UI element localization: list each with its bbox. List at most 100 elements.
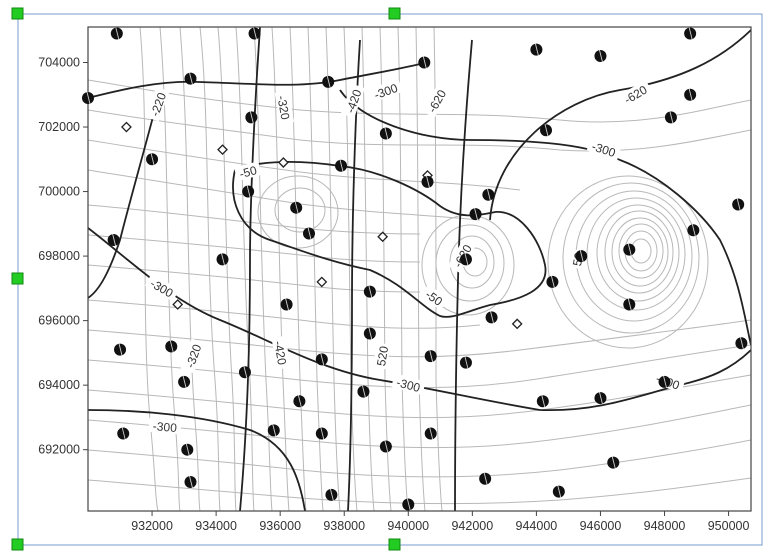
- y-tick-label: 692000: [38, 443, 80, 457]
- well-marker: [735, 337, 748, 350]
- well-marker: [664, 111, 677, 124]
- well-notch: [426, 175, 430, 188]
- contour-label-group: 520: [372, 342, 391, 370]
- well-marker: [379, 127, 392, 140]
- contour-label: -300: [152, 419, 177, 435]
- well-dot: [735, 337, 748, 350]
- well-marker: [575, 249, 588, 263]
- well-dot: [178, 375, 191, 388]
- well-dot: [248, 27, 261, 40]
- x-tick-label: 934000: [195, 519, 237, 533]
- well-markers: [82, 27, 748, 511]
- x-tick-label: 932000: [131, 519, 173, 533]
- well-dot: [322, 75, 335, 88]
- well-marker: [623, 298, 636, 311]
- well-dot: [363, 285, 376, 298]
- well-marker: [146, 153, 159, 166]
- well-notch: [557, 485, 562, 498]
- contour-label-backdrop: [144, 273, 180, 302]
- contour-label-group: -50: [234, 161, 262, 182]
- x-tick-label: 940000: [387, 519, 429, 533]
- contour-label-backdrop: [234, 161, 262, 182]
- well-dot: [165, 340, 178, 353]
- well-notch: [121, 427, 126, 440]
- x-tick-label: 946000: [580, 519, 622, 533]
- well-dot: [315, 427, 328, 440]
- selection-frame[interactable]: [11, 7, 763, 551]
- well-dot: [216, 253, 229, 266]
- resize-handle-middle-left[interactable]: [11, 272, 24, 285]
- y-axis: 692000 694000 696000 698000 700000 702000 7040…: [38, 55, 88, 457]
- well-marker: [107, 233, 120, 247]
- contour-label-group: -320: [274, 90, 295, 125]
- well-notch: [429, 427, 434, 440]
- well-dot: [315, 353, 328, 366]
- resize-handle-top-left[interactable]: [11, 7, 24, 20]
- well-notch: [326, 75, 331, 88]
- well-dot: [684, 27, 697, 40]
- diamond-marker: [217, 144, 228, 156]
- contour-label-backdrop: [368, 78, 403, 103]
- well-dot: [546, 275, 559, 288]
- well-dot: [459, 253, 472, 266]
- well-notch: [320, 353, 325, 366]
- well-dot: [184, 72, 197, 85]
- well-marker: [459, 356, 472, 369]
- well-notch: [550, 275, 555, 289]
- well-notch: [422, 56, 427, 69]
- well-notch: [611, 456, 616, 469]
- well-marker: [363, 327, 376, 340]
- well-notch: [736, 198, 741, 211]
- well-notch: [307, 227, 312, 240]
- plot-border: [87, 26, 752, 512]
- well-marker: [303, 227, 315, 240]
- well-marker: [658, 375, 671, 389]
- well-notch: [246, 185, 251, 198]
- well-notch: [384, 440, 389, 453]
- well-notch: [688, 27, 693, 40]
- well-marker: [114, 343, 127, 356]
- well-notch: [483, 472, 488, 485]
- well-notch: [150, 153, 155, 166]
- well-marker: [469, 208, 482, 221]
- well-notch: [490, 311, 495, 324]
- well-dot: [325, 488, 338, 501]
- diamond-marker: [277, 157, 289, 168]
- well-marker: [421, 175, 434, 188]
- y-tick-label: 700000: [38, 185, 80, 199]
- well-marker: [594, 49, 607, 63]
- well-notch: [272, 424, 277, 437]
- well-marker: [552, 485, 565, 498]
- well-dot: [687, 224, 700, 237]
- well-dot: [424, 427, 437, 440]
- contour-label-backdrop: [274, 90, 295, 125]
- well-notch: [368, 285, 373, 298]
- well-dot: [485, 311, 498, 324]
- well-notch: [486, 188, 491, 201]
- well-dot: [82, 91, 94, 104]
- resize-handle-bottom-left[interactable]: [11, 538, 24, 551]
- well-dot: [664, 111, 677, 124]
- well-marker: [110, 27, 123, 40]
- well-marker: [322, 75, 335, 88]
- well-marker: [335, 159, 348, 172]
- plot-area: [88, 27, 751, 511]
- well-marker: [184, 475, 197, 489]
- resize-handle-bottom-center[interactable]: [388, 538, 401, 551]
- x-tick-label: 938000: [323, 519, 365, 533]
- well-notch: [185, 443, 190, 456]
- well-marker: [267, 424, 280, 437]
- well-marker: [363, 285, 376, 298]
- well-notch: [169, 340, 174, 353]
- resize-handle-top-center[interactable]: [388, 7, 401, 20]
- contour-label: -420: [271, 340, 289, 366]
- well-notch: [464, 356, 469, 369]
- well-marker: [402, 498, 415, 511]
- axes: 932000 934000 936000 938000 940000 942000 9440…: [38, 26, 752, 533]
- well-dot: [607, 456, 620, 469]
- well-dot: [594, 392, 607, 405]
- well-dot: [418, 56, 431, 69]
- well-dot: [732, 198, 745, 211]
- well-marker: [280, 298, 293, 311]
